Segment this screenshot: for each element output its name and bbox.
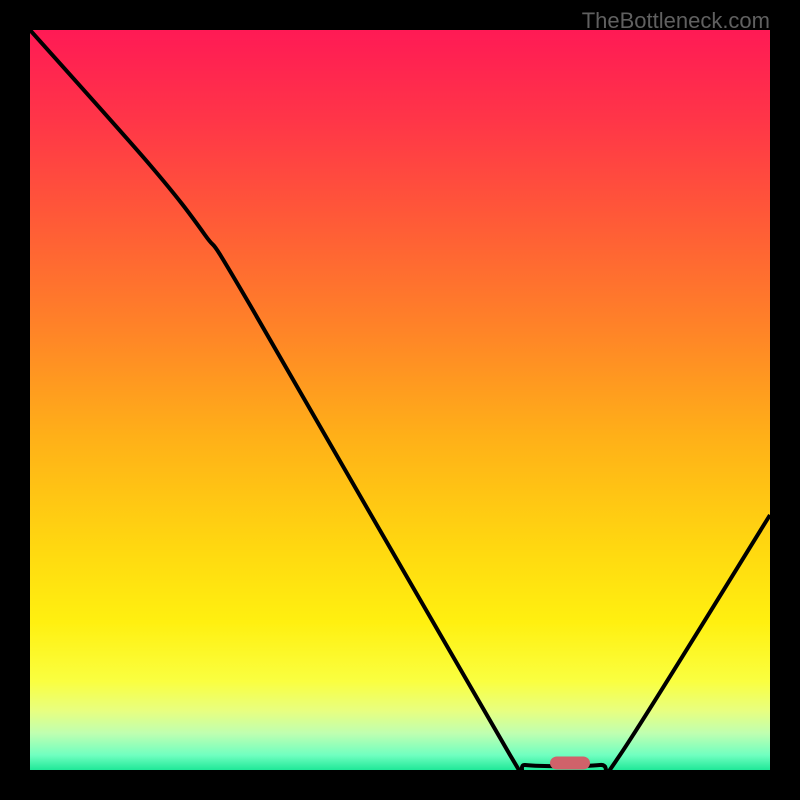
plot-area bbox=[30, 30, 770, 770]
bottleneck-chart bbox=[30, 30, 770, 770]
optimal-marker bbox=[550, 757, 590, 770]
chart-container: TheBottleneck.com bbox=[0, 0, 800, 800]
gradient-background bbox=[30, 30, 770, 770]
